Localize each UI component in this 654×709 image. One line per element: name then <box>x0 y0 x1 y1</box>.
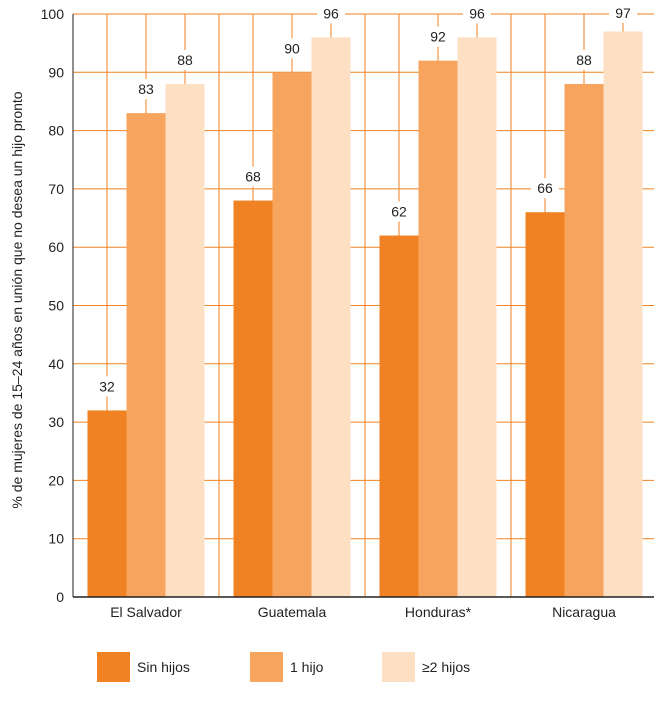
legend-swatch <box>382 652 415 682</box>
legend-swatch <box>250 652 283 682</box>
axes: 0 10 20 30 40 50 60 70 80 90 100 El Salvador Guatema… <box>41 6 654 620</box>
legend-label: ≥2 hijos <box>422 659 470 675</box>
value-label-bg <box>570 49 598 70</box>
y-tick-label: 20 <box>48 472 64 488</box>
y-tick-label: 10 <box>48 531 64 547</box>
bar <box>87 410 127 597</box>
value-label: 66 <box>537 180 553 196</box>
y-tick-label: 90 <box>48 64 64 80</box>
y-tick-label: 70 <box>48 181 64 197</box>
value-label: 88 <box>576 52 592 68</box>
y-tick-label: 60 <box>48 239 64 255</box>
value-label: 96 <box>469 5 485 21</box>
y-tick-label: 50 <box>48 298 64 314</box>
x-tick-label: El Salvador <box>110 604 182 620</box>
value-label-bg <box>385 201 413 222</box>
x-tick-label: Honduras* <box>405 604 472 620</box>
y-tick-label: 0 <box>56 589 64 605</box>
value-label: 83 <box>138 81 154 97</box>
bar <box>525 212 565 597</box>
y-tick-label: 100 <box>41 6 65 22</box>
bar <box>603 31 643 598</box>
value-label: 92 <box>430 29 446 45</box>
bar <box>126 113 166 598</box>
y-tick-label: 30 <box>48 414 64 430</box>
value-label: 62 <box>391 204 407 220</box>
bar <box>564 83 604 597</box>
value-label-bg <box>171 49 199 70</box>
value-label-bg <box>609 3 637 23</box>
bar <box>457 37 497 597</box>
bar <box>165 83 205 597</box>
value-label-bg <box>463 3 491 24</box>
value-label-bg <box>424 26 452 47</box>
value-label: 68 <box>245 169 261 185</box>
legend: Sin hijos 1 hijo ≥2 hijos <box>97 652 470 682</box>
x-tick-label: Guatemala <box>258 604 327 620</box>
value-labels: 32 83 88 68 90 96 62 92 96 66 88 97 <box>93 3 637 397</box>
value-label-bg <box>531 178 559 199</box>
value-label-bg <box>317 3 345 24</box>
bar <box>311 37 351 597</box>
bars <box>87 31 643 598</box>
value-label: 32 <box>99 378 115 394</box>
y-tick-label: 80 <box>48 123 64 139</box>
value-label-bg <box>278 38 306 59</box>
legend-label: Sin hijos <box>137 659 190 675</box>
value-label-bg <box>132 79 160 100</box>
value-label-bg <box>93 376 121 397</box>
value-label: 90 <box>284 40 300 56</box>
y-axis-title: % de mujeres de 15–24 años en unión que … <box>9 91 25 508</box>
bar <box>418 60 458 597</box>
value-label: 97 <box>615 5 631 21</box>
bar <box>272 72 312 598</box>
bar <box>233 200 273 597</box>
legend-swatch <box>97 652 130 682</box>
value-label: 96 <box>323 5 339 21</box>
y-tick-label: 40 <box>48 356 64 372</box>
bar <box>379 235 419 598</box>
value-label-bg <box>239 166 267 187</box>
value-label: 88 <box>177 52 193 68</box>
legend-label: 1 hijo <box>290 659 324 675</box>
x-tick-label: Nicaragua <box>552 604 616 620</box>
